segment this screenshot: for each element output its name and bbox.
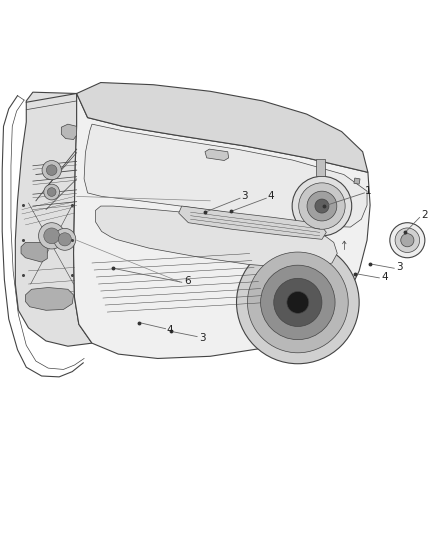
Circle shape (237, 241, 359, 364)
Circle shape (42, 160, 61, 180)
Circle shape (395, 228, 420, 253)
Text: 2: 2 (421, 210, 428, 220)
Polygon shape (179, 206, 326, 239)
FancyBboxPatch shape (316, 159, 325, 176)
Circle shape (315, 199, 329, 213)
Circle shape (39, 223, 65, 249)
Text: 4: 4 (267, 190, 274, 200)
Circle shape (247, 252, 348, 353)
Circle shape (299, 183, 345, 229)
Polygon shape (205, 149, 229, 160)
Circle shape (287, 292, 309, 313)
Circle shape (47, 188, 56, 196)
Circle shape (54, 229, 76, 251)
Text: 4: 4 (381, 272, 388, 282)
Polygon shape (77, 83, 368, 172)
Text: 6: 6 (184, 276, 191, 286)
Polygon shape (74, 93, 370, 359)
Circle shape (44, 184, 60, 200)
Circle shape (274, 278, 322, 327)
Circle shape (390, 223, 425, 258)
Circle shape (44, 228, 60, 244)
Polygon shape (84, 124, 367, 227)
Circle shape (307, 191, 337, 221)
Polygon shape (15, 92, 92, 346)
Polygon shape (21, 243, 47, 262)
Text: 3: 3 (199, 333, 206, 343)
Polygon shape (25, 287, 74, 310)
Circle shape (261, 265, 335, 340)
Text: 3: 3 (396, 262, 403, 272)
Text: 1: 1 (364, 186, 371, 196)
Text: 4: 4 (166, 326, 173, 335)
Circle shape (58, 233, 71, 246)
Circle shape (46, 165, 57, 175)
Polygon shape (95, 206, 337, 268)
Circle shape (292, 176, 352, 236)
Polygon shape (61, 124, 77, 140)
Polygon shape (354, 178, 360, 184)
Text: 3: 3 (241, 190, 248, 200)
Circle shape (401, 233, 414, 247)
